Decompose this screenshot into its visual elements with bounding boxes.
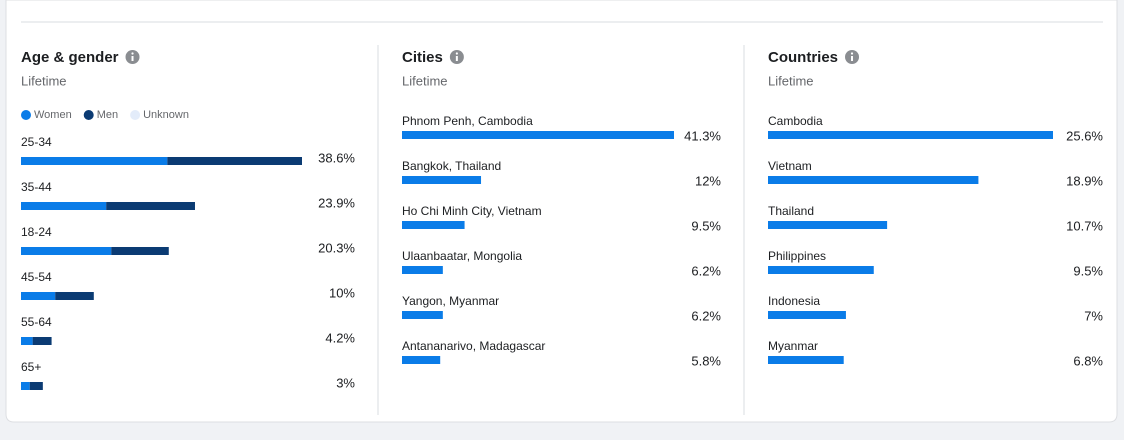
category-label: Vietnam [768, 159, 812, 173]
bar [402, 221, 465, 229]
bar-segment [21, 202, 107, 210]
value-label: 9.5% [691, 218, 721, 233]
bar-segment [106, 202, 195, 210]
legend-swatch [130, 110, 141, 120]
bar-segment [29, 382, 43, 390]
bar [402, 311, 443, 319]
info-icon-glyph [131, 52, 134, 55]
category-label: Bangkok, Thailand [402, 159, 501, 173]
subtitle: Lifetime [402, 73, 448, 88]
section-title: Age & gender [21, 49, 119, 66]
bar [768, 221, 888, 229]
category-label: Ho Chi Minh City, Vietnam [402, 204, 542, 218]
value-label: 12% [695, 173, 721, 188]
category-label: Indonesia [768, 294, 820, 308]
subtitle: Lifetime [21, 73, 67, 88]
value-label: 5.8% [691, 353, 721, 368]
value-label: 10% [329, 285, 355, 300]
legend-swatch [21, 110, 31, 120]
value-label: 38.6% [318, 150, 355, 165]
value-label: 4.2% [325, 330, 355, 345]
category-label: 65+ [21, 360, 41, 374]
category-label: Yangon, Myanmar [402, 294, 499, 308]
value-label: 41.3% [684, 128, 721, 143]
category-label: Antananarivo, Madagascar [402, 339, 545, 353]
bar [768, 311, 846, 319]
bar [402, 176, 482, 184]
info-icon-glyph [850, 52, 854, 55]
legend-label: Men [97, 109, 118, 121]
category-label: Myanmar [768, 339, 818, 353]
bar-segment [111, 247, 169, 255]
category-label: 18-24 [21, 225, 52, 239]
bar-segment [167, 157, 302, 165]
value-label: 3% [336, 375, 355, 390]
bar-segment [21, 292, 56, 300]
legend-swatch [83, 110, 94, 120]
section-title: Cities [402, 49, 443, 66]
category-label: Philippines [768, 249, 826, 263]
bar [402, 131, 674, 139]
category-label: 55-64 [21, 315, 52, 329]
bar-segment [21, 247, 112, 255]
info-icon-glyph [455, 56, 458, 61]
value-label: 25.6% [1066, 128, 1103, 143]
value-label: 6.2% [691, 308, 721, 323]
card [5, 0, 1118, 423]
bar [768, 356, 844, 364]
value-label: 6.2% [691, 263, 721, 278]
info-icon-glyph [851, 56, 854, 61]
value-label: 10.7% [1066, 218, 1103, 233]
value-label: 23.9% [318, 195, 355, 210]
category-label: Phnom Penh, Cambodia [402, 114, 533, 128]
bar-segment [21, 157, 168, 165]
legend-label: Unknown [143, 109, 189, 121]
info-icon-glyph [131, 56, 134, 61]
subtitle: Lifetime [768, 73, 814, 88]
bar [768, 131, 1053, 139]
bar-segment [21, 337, 33, 345]
bar-segment [21, 382, 30, 390]
category-label: Cambodia [768, 114, 823, 128]
value-label: 6.8% [1073, 353, 1103, 368]
category-label: 45-54 [21, 270, 52, 284]
value-label: 9.5% [1073, 263, 1103, 278]
value-label: 7% [1084, 308, 1103, 323]
legend-label: Women [34, 109, 72, 121]
bar [768, 176, 979, 184]
bar [402, 266, 443, 274]
info-icon-glyph [455, 52, 458, 55]
bar-segment [32, 337, 52, 345]
category-label: 25-34 [21, 135, 52, 149]
bar [768, 266, 874, 274]
value-label: 20.3% [318, 240, 355, 255]
bar-segment [55, 292, 94, 300]
bar [402, 356, 441, 364]
category-label: Thailand [768, 204, 814, 218]
section-title: Countries [768, 49, 838, 66]
category-label: Ulaanbaatar, Mongolia [402, 249, 522, 263]
value-label: 18.9% [1066, 173, 1103, 188]
category-label: 35-44 [21, 180, 52, 194]
